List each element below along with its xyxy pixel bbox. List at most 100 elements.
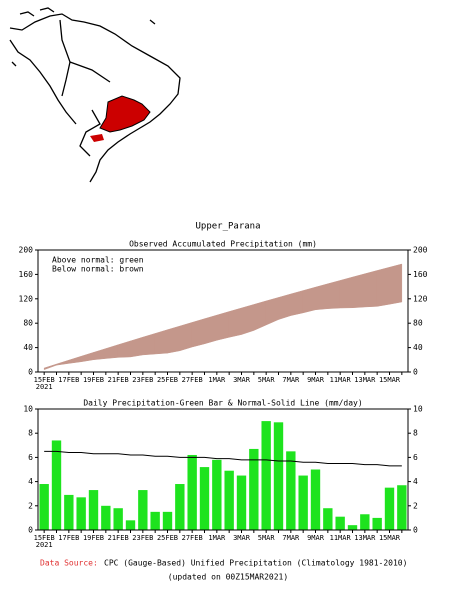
bar [249, 448, 259, 530]
x-tick-label: 3MAR [233, 376, 251, 384]
bar [298, 475, 308, 530]
bar [273, 422, 284, 530]
x-tick-label: 13MAR [354, 376, 376, 384]
bar [138, 490, 148, 530]
x-tick-label: 9MAR [307, 376, 325, 384]
bar [335, 516, 345, 530]
x-tick-label: 19FEB [83, 376, 104, 384]
anomaly-area [290, 290, 304, 316]
x-tick-label: 11MAR [330, 534, 352, 542]
x-tick-label: 5MAR [258, 534, 276, 542]
y2-tick-label: 80 [413, 319, 423, 328]
bar [64, 494, 74, 530]
anomaly-area [352, 273, 366, 309]
x-tick-label: 15MAR [379, 534, 401, 542]
x-year-label: 2021 [36, 541, 53, 549]
bar [76, 497, 86, 530]
page-title: Upper_Parana [195, 222, 260, 232]
chart-title: Observed Accumulated Precipitation (mm) [129, 240, 317, 249]
bar [286, 451, 296, 530]
normal-line [44, 450, 402, 467]
x-tick-label: 5MAR [258, 376, 276, 384]
x-tick-label: 25FEB [157, 534, 178, 542]
y2-tick-label: 4 [413, 477, 418, 486]
y2-tick-label: 2 [413, 501, 418, 510]
y2-tick-label: 200 [413, 246, 428, 255]
y2-tick-label: 8 [413, 429, 418, 438]
bar [39, 484, 49, 530]
y-tick-label: 0 [28, 526, 33, 535]
bar [88, 490, 99, 530]
anomaly-area [389, 263, 403, 305]
bar [162, 511, 173, 530]
bar [310, 469, 321, 530]
anomaly-area [142, 333, 156, 356]
anomaly-area [327, 280, 341, 309]
anomaly-area [117, 340, 131, 358]
anomaly-area [364, 270, 378, 308]
bar [261, 421, 271, 530]
y-tick-label: 160 [19, 270, 34, 279]
bar [101, 505, 111, 530]
bar [224, 470, 234, 530]
y2-tick-label: 6 [413, 453, 418, 462]
y2-tick-label: 40 [413, 343, 423, 352]
y2-tick-label: 120 [413, 294, 428, 303]
bar [212, 459, 222, 530]
x-tick-label: 25FEB [157, 376, 178, 384]
anomaly-area [93, 348, 107, 361]
anomaly-area [56, 359, 70, 366]
x-tick-label: 15MAR [379, 376, 401, 384]
y-tick-label: 120 [19, 294, 34, 303]
bar [347, 525, 358, 530]
chart-title: Daily Precipitation-Green Bar & Normal-S… [83, 399, 362, 408]
y-tick-label: 10 [23, 405, 33, 414]
x-tick-label: 21FEB [108, 376, 129, 384]
y2-tick-label: 10 [413, 405, 423, 414]
anomaly-area [228, 307, 242, 338]
y-tick-label: 4 [28, 477, 33, 486]
bar [236, 475, 247, 530]
x-tick-label: 13MAR [354, 534, 376, 542]
anomaly-area [68, 355, 82, 364]
bar [360, 514, 370, 530]
x-tick-label: 17FEB [58, 376, 79, 384]
bar [150, 511, 160, 530]
y-tick-label: 0 [28, 368, 33, 377]
x-tick-label: 1MAR [208, 534, 226, 542]
anomaly-area [253, 300, 267, 331]
legend-text: Below normal: brown [52, 265, 144, 274]
bar [187, 454, 197, 530]
y-tick-label: 2 [28, 501, 33, 510]
x-tick-label: 21FEB [108, 534, 129, 542]
source-label: Data Source: [40, 559, 98, 568]
bar [372, 517, 382, 530]
y-tick-label: 6 [28, 453, 33, 462]
source-text: CPC (Gauge-Based) Unified Precipitation … [104, 559, 407, 568]
anomaly-area [241, 304, 255, 335]
x-tick-label: 17FEB [58, 534, 79, 542]
legend-text: Above normal: green [52, 256, 144, 265]
map [9, 7, 181, 183]
x-tick-label: 27FEB [182, 376, 203, 384]
bar [175, 484, 185, 530]
y2-tick-label: 0 [413, 526, 418, 535]
basin-region [90, 134, 104, 142]
bar [113, 508, 123, 530]
anomaly-area [315, 283, 329, 311]
bar [125, 520, 136, 530]
anomaly-area [216, 311, 230, 341]
x-tick-label: 27FEB [182, 534, 203, 542]
anomaly-area [191, 318, 205, 348]
anomaly-area [339, 276, 353, 309]
x-tick-label: 15FEB [34, 534, 55, 542]
x-tick-label: 1MAR [208, 376, 226, 384]
y-tick-label: 80 [23, 319, 33, 328]
anomaly-area [105, 344, 119, 359]
bar [384, 487, 395, 530]
anomaly-area [130, 336, 144, 358]
anomaly-area [376, 266, 390, 307]
bar [323, 508, 333, 530]
